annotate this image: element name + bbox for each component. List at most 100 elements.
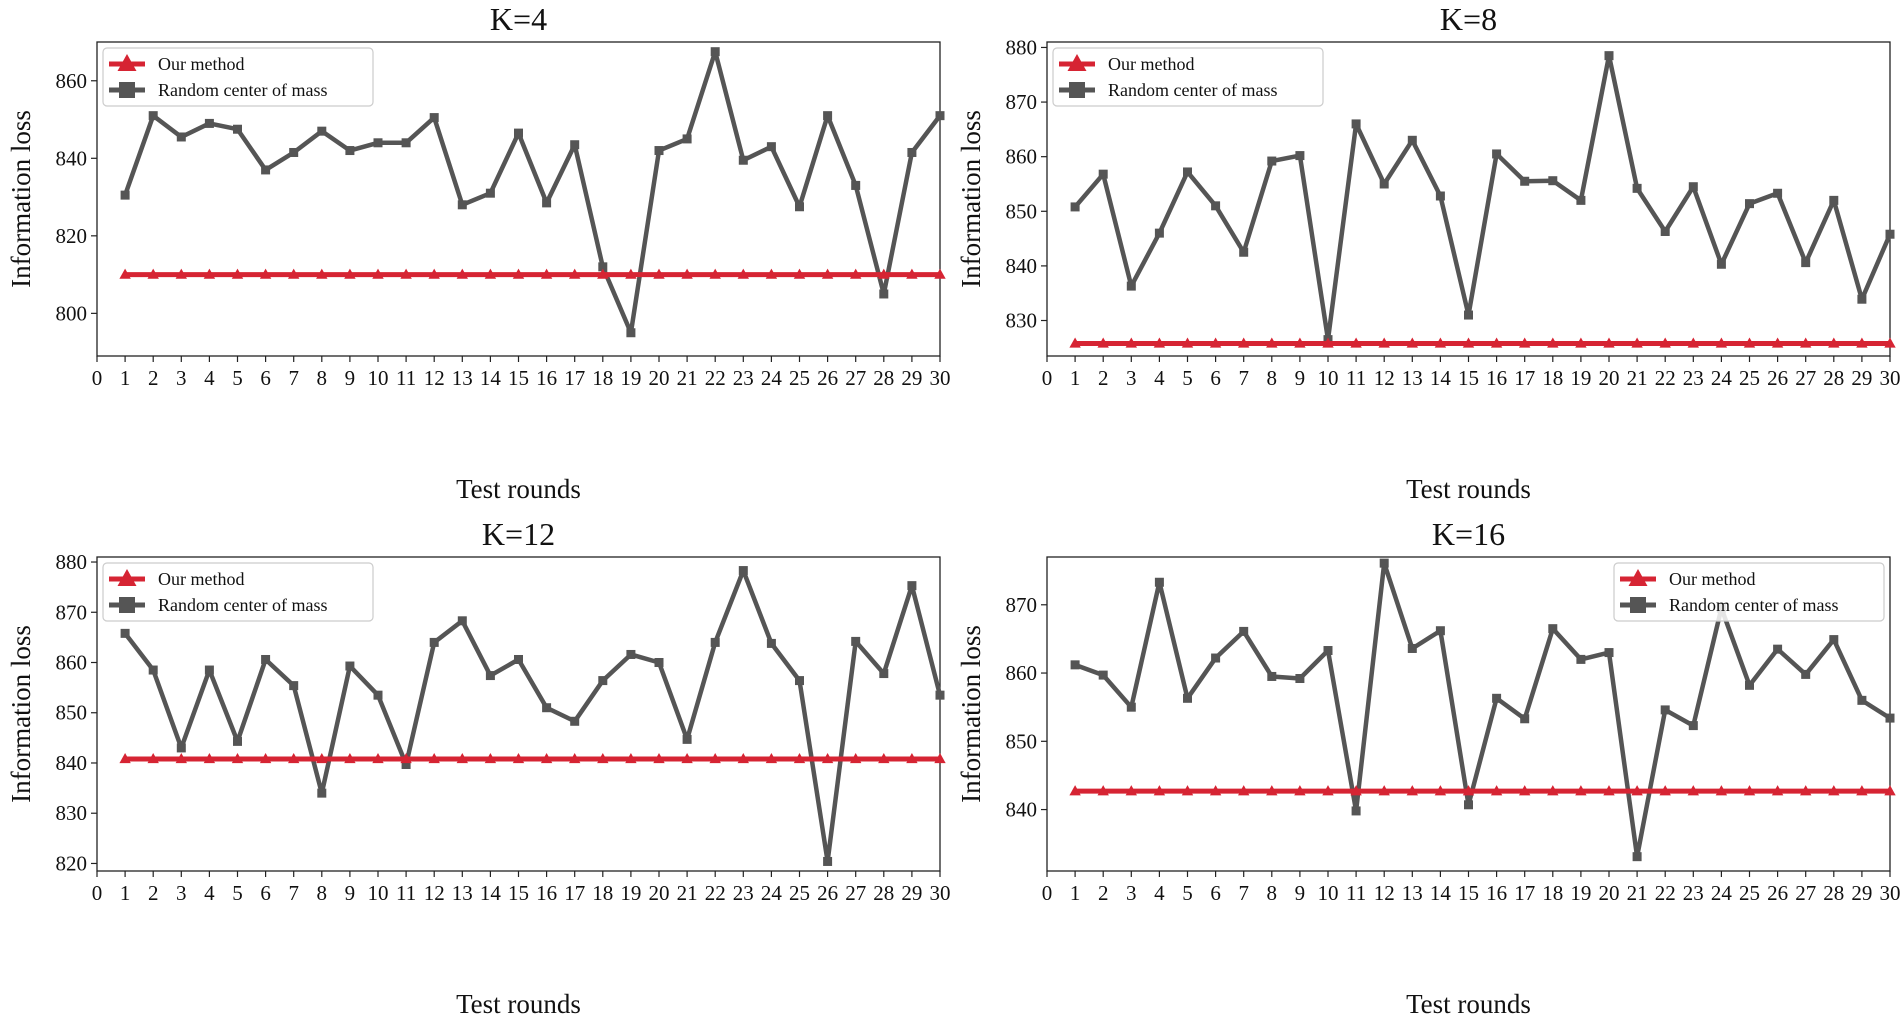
y-tick-label: 850 [1006, 199, 1038, 223]
chart-title: K=16 [1432, 516, 1505, 552]
y-tick-label: 840 [56, 751, 88, 775]
x-tick-label: 25 [1739, 366, 1760, 390]
data-point-random-center-of-mass [711, 47, 720, 56]
data-point-random-center-of-mass [1408, 136, 1417, 145]
x-tick-label: 3 [176, 366, 187, 390]
x-tick-label: 26 [1767, 881, 1788, 905]
x-tick-label: 28 [873, 366, 894, 390]
data-point-random-center-of-mass [1605, 51, 1614, 60]
data-point-random-center-of-mass [1492, 149, 1501, 158]
data-point-random-center-of-mass [1689, 721, 1698, 730]
legend-label-our-method: Our method [158, 569, 244, 589]
y-tick-label: 860 [1006, 145, 1038, 169]
x-tick-label: 4 [1154, 366, 1165, 390]
data-point-random-center-of-mass [570, 140, 579, 149]
x-tick-label: 19 [620, 366, 641, 390]
x-tick-label: 10 [368, 366, 389, 390]
data-point-random-center-of-mass [1295, 674, 1304, 683]
x-tick-label: 13 [452, 881, 473, 905]
x-tick-label: 4 [1154, 881, 1165, 905]
data-point-random-center-of-mass [177, 743, 186, 752]
data-point-random-center-of-mass [767, 639, 776, 648]
data-point-random-center-of-mass [1267, 157, 1276, 166]
x-tick-label: 27 [1795, 366, 1816, 390]
legend-label-random-center-of-mass: Random center of mass [158, 595, 327, 615]
data-point-random-center-of-mass [542, 198, 551, 207]
x-tick-label: 7 [288, 881, 299, 905]
y-tick-label: 830 [1006, 309, 1038, 333]
x-tick-label: 7 [288, 366, 299, 390]
x-tick-label: 3 [1126, 366, 1137, 390]
x-tick-label: 24 [1711, 881, 1733, 905]
x-tick-label: 21 [1627, 366, 1648, 390]
y-tick-label: 840 [56, 146, 88, 170]
data-point-random-center-of-mass [1576, 655, 1585, 664]
x-tick-label: 17 [1514, 366, 1535, 390]
data-point-random-center-of-mass [1886, 230, 1895, 239]
data-point-random-center-of-mass [598, 676, 607, 685]
x-tick-label: 9 [1295, 881, 1306, 905]
data-point-random-center-of-mass [1745, 199, 1754, 208]
x-tick-label: 28 [1823, 366, 1844, 390]
data-point-random-center-of-mass [907, 581, 916, 590]
x-tick-label: 19 [1570, 881, 1591, 905]
data-point-random-center-of-mass [1773, 189, 1782, 198]
x-axis-label: Test rounds [456, 989, 581, 1019]
data-point-random-center-of-mass [1717, 260, 1726, 269]
x-tick-label: 17 [564, 881, 585, 905]
x-tick-label: 18 [592, 881, 613, 905]
data-point-random-center-of-mass [936, 691, 945, 700]
x-tick-label: 15 [508, 366, 529, 390]
legend-marker-random-center-of-mass [1069, 82, 1085, 98]
y-tick-label: 870 [1006, 90, 1038, 114]
x-tick-label: 1 [1070, 881, 1081, 905]
data-point-random-center-of-mass [1071, 660, 1080, 669]
data-point-random-center-of-mass [1324, 646, 1333, 655]
data-point-random-center-of-mass [1408, 644, 1417, 653]
data-point-random-center-of-mass [1211, 201, 1220, 210]
legend-label-our-method: Our method [1669, 569, 1755, 589]
data-point-random-center-of-mass [711, 638, 720, 647]
data-point-random-center-of-mass [317, 127, 326, 136]
data-point-random-center-of-mass [458, 200, 467, 209]
data-point-random-center-of-mass [1295, 151, 1304, 160]
data-point-random-center-of-mass [879, 669, 888, 678]
y-tick-label: 800 [56, 301, 88, 325]
x-tick-label: 5 [232, 881, 243, 905]
data-point-random-center-of-mass [1155, 229, 1164, 238]
y-tick-label: 860 [1006, 661, 1038, 685]
x-tick-label: 23 [733, 881, 754, 905]
x-tick-label: 18 [592, 366, 613, 390]
data-point-random-center-of-mass [1520, 714, 1529, 723]
data-point-random-center-of-mass [1183, 167, 1192, 176]
x-tick-label: 5 [1182, 881, 1193, 905]
x-tick-label: 23 [1683, 366, 1704, 390]
x-tick-label: 0 [92, 366, 103, 390]
x-tick-label: 2 [1098, 881, 1109, 905]
legend-label-random-center-of-mass: Random center of mass [1669, 595, 1838, 615]
x-tick-label: 17 [1514, 881, 1535, 905]
x-tick-label: 11 [396, 366, 416, 390]
data-point-random-center-of-mass [1352, 806, 1361, 815]
x-tick-label: 30 [930, 366, 951, 390]
data-point-random-center-of-mass [823, 857, 832, 866]
x-tick-label: 1 [120, 881, 131, 905]
y-tick-label: 870 [56, 600, 88, 624]
data-point-random-center-of-mass [1801, 258, 1810, 267]
y-tick-label: 850 [56, 701, 88, 725]
y-axis-label: Information loss [6, 110, 36, 288]
x-tick-label: 24 [761, 366, 783, 390]
y-tick-label: 820 [56, 851, 88, 875]
legend-marker-random-center-of-mass [119, 597, 135, 613]
x-tick-label: 11 [1346, 881, 1366, 905]
data-point-random-center-of-mass [626, 328, 635, 337]
data-point-random-center-of-mass [1661, 705, 1670, 714]
x-tick-label: 4 [204, 881, 215, 905]
x-tick-label: 27 [1795, 881, 1816, 905]
data-point-random-center-of-mass [655, 146, 664, 155]
data-point-random-center-of-mass [1267, 672, 1276, 681]
